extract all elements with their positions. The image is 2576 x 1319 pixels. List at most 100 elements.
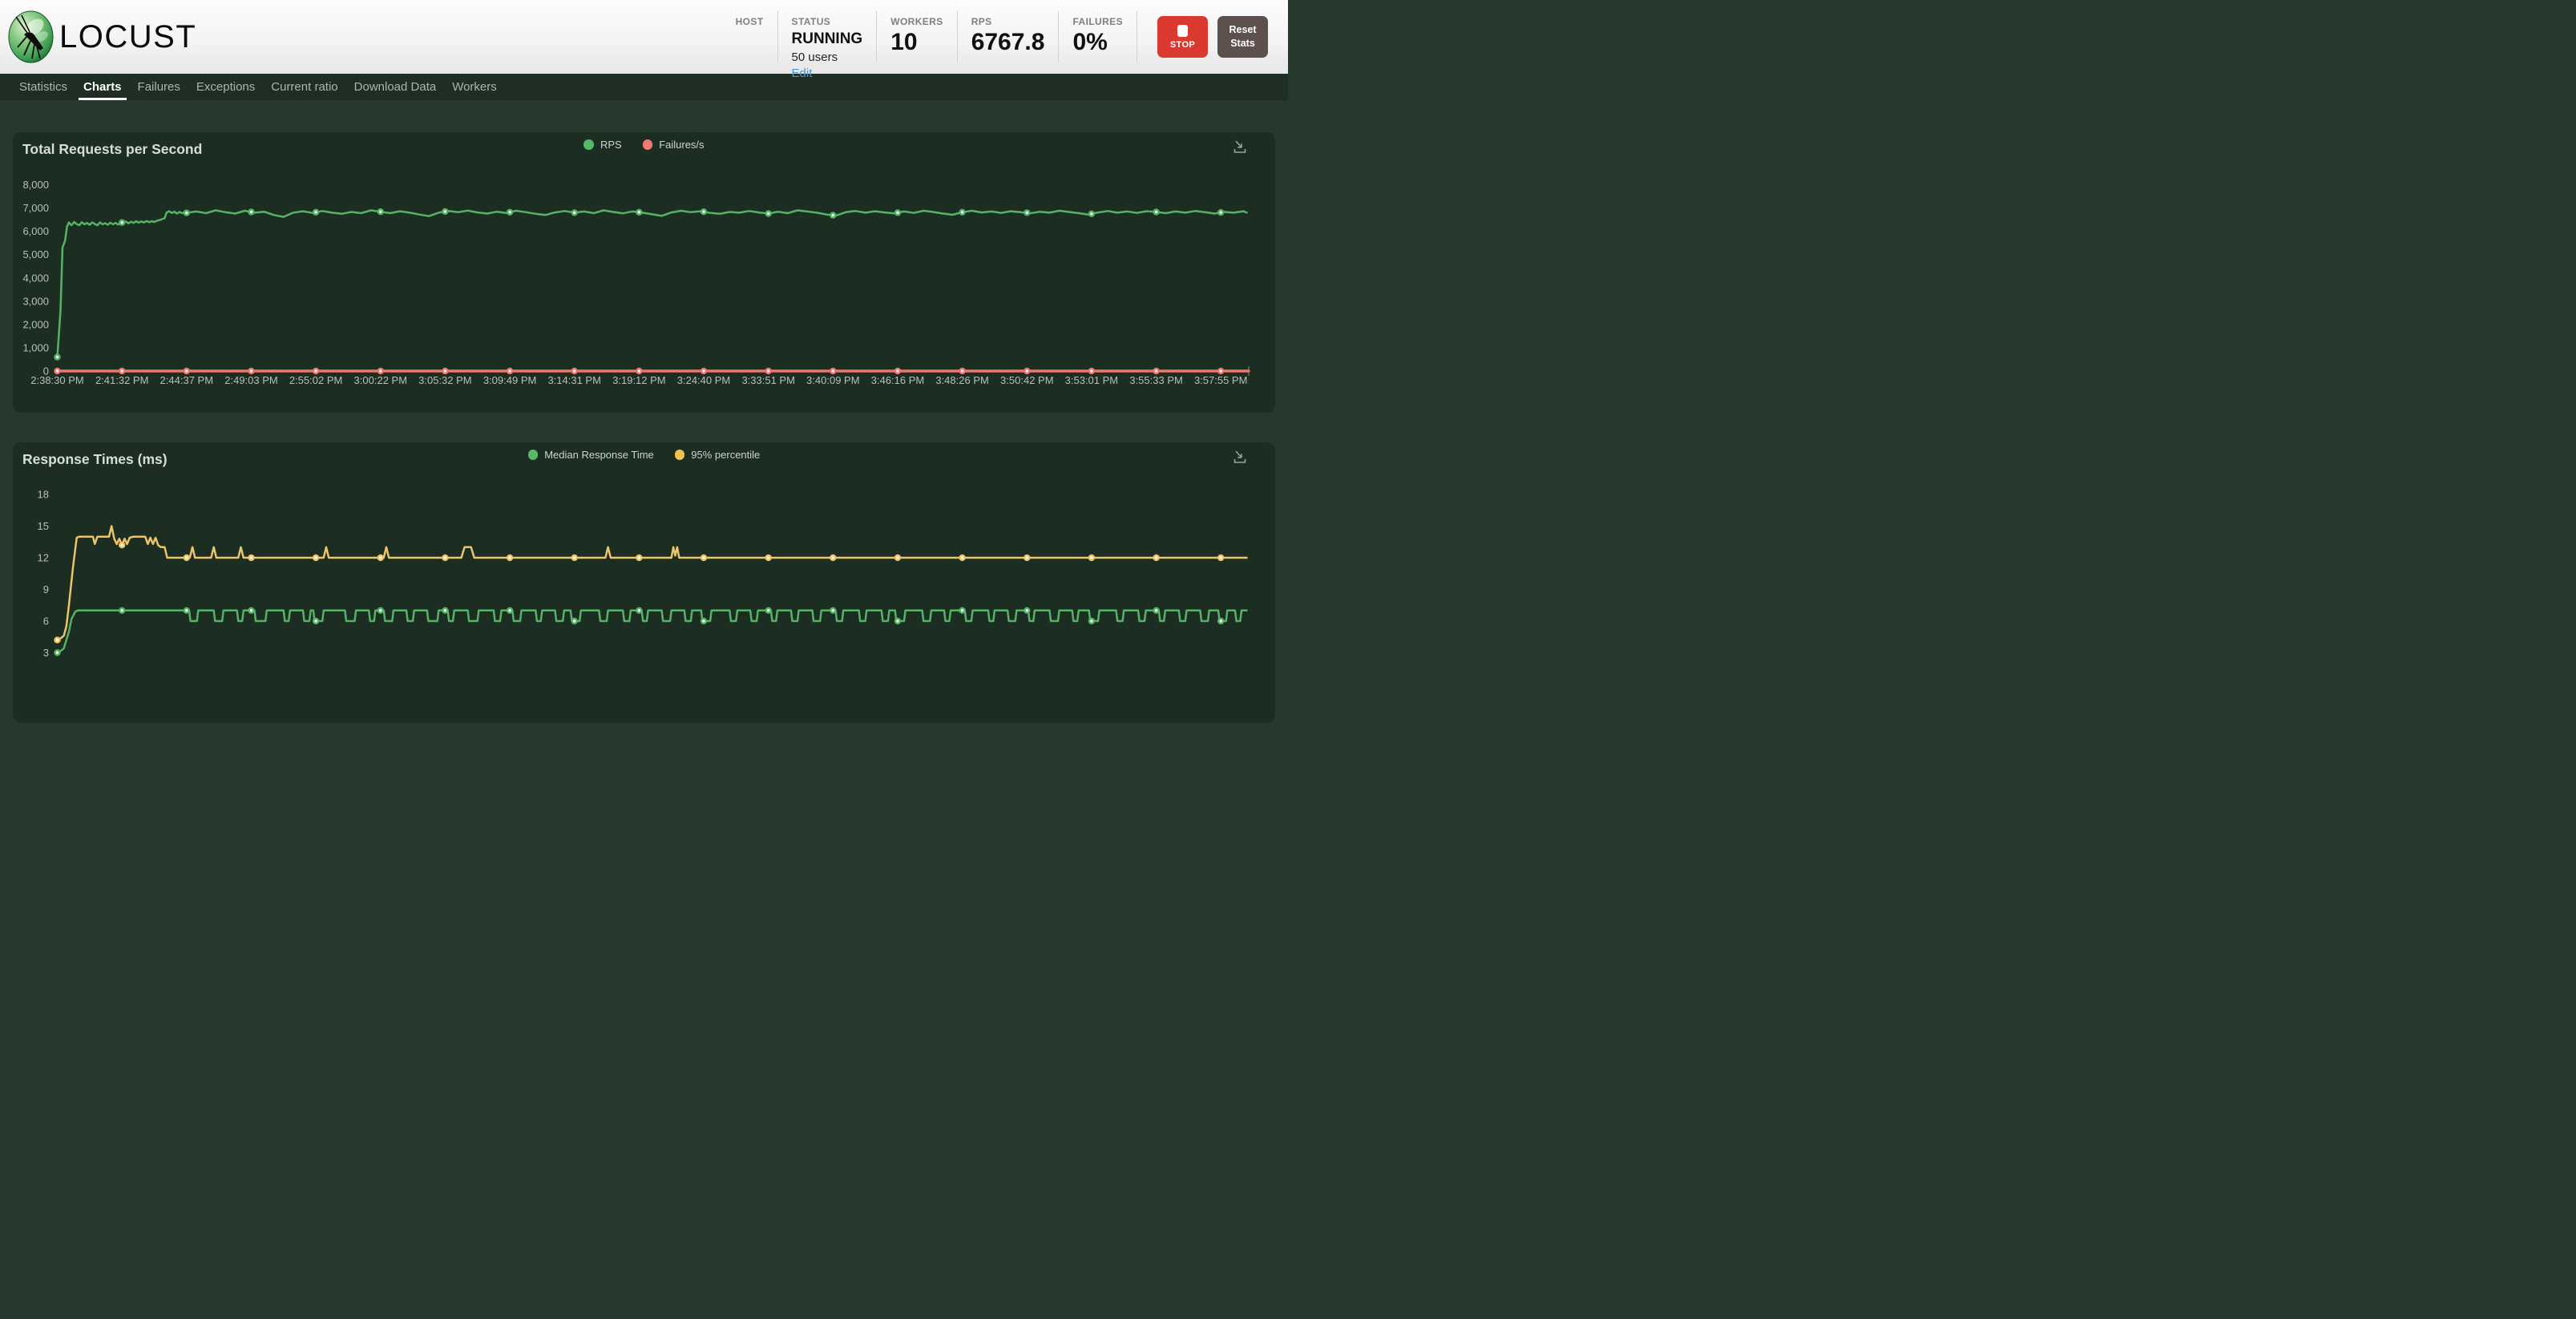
main-nav: StatisticsChartsFailuresExceptionsCurren… — [0, 74, 1288, 100]
tab-exceptions[interactable]: Exceptions — [188, 74, 263, 100]
data-point-center — [1026, 212, 1028, 214]
data-point-center — [1220, 619, 1222, 622]
data-point-center — [961, 556, 963, 559]
data-point-center — [1220, 211, 1222, 213]
x-axis-label: 2:44:37 PM — [160, 374, 214, 386]
data-point-center — [508, 211, 511, 213]
data-point-center — [250, 609, 252, 611]
status-value: RUNNING — [792, 30, 863, 48]
tab-download-data[interactable]: Download Data — [346, 74, 445, 100]
x-axis-label: 2:55:02 PM — [289, 374, 343, 386]
data-point-center — [702, 619, 705, 622]
data-point-center — [314, 619, 317, 622]
data-point-center — [444, 369, 446, 372]
data-point-center — [56, 356, 59, 358]
data-point-center — [832, 214, 834, 216]
x-axis-label: 3:48:26 PM — [935, 374, 989, 386]
data-point-center — [185, 212, 188, 214]
data-point-center — [1026, 369, 1028, 372]
x-axis-label: 3:09:49 PM — [483, 374, 537, 386]
data-point-center — [961, 211, 963, 213]
x-axis-label: 3:05:32 PM — [418, 374, 472, 386]
stat-label: WORKERS — [890, 16, 943, 27]
data-point-center — [444, 556, 446, 559]
data-point-center — [250, 369, 252, 372]
data-point-center — [444, 210, 446, 212]
data-point-center — [896, 556, 898, 559]
data-point-center — [961, 609, 963, 611]
data-point-center — [702, 211, 705, 213]
x-axis-label: 3:46:16 PM — [871, 374, 925, 386]
status-user-count: 50 users — [792, 50, 838, 64]
tab-current-ratio[interactable]: Current ratio — [263, 74, 345, 100]
data-point-center — [573, 556, 575, 559]
data-point-center — [508, 609, 511, 611]
y-axis-label: 7,000 — [22, 202, 49, 214]
edit-users-link[interactable]: Edit — [792, 67, 813, 80]
y-axis-label: 6 — [43, 615, 49, 627]
stat-value: 10 — [890, 29, 917, 55]
data-point-center — [1090, 369, 1092, 372]
data-point-center — [702, 369, 705, 372]
x-axis-label: 3:14:31 PM — [547, 374, 601, 386]
tab-statistics[interactable]: Statistics — [11, 74, 75, 100]
x-axis-label: 3:33:51 PM — [741, 374, 795, 386]
data-point-center — [508, 369, 511, 372]
tab-workers[interactable]: Workers — [444, 74, 505, 100]
x-axis-label: 2:41:32 PM — [95, 374, 149, 386]
stop-square-icon — [1177, 25, 1188, 37]
data-point-center — [1220, 556, 1222, 559]
x-axis-label: 3:50:42 PM — [1000, 374, 1054, 386]
data-point-center — [638, 609, 640, 611]
x-axis-label: 3:40:09 PM — [806, 374, 860, 386]
locust-logo[interactable]: LOCUST — [8, 10, 196, 63]
tab-failures[interactable]: Failures — [130, 74, 188, 100]
y-axis-label: 15 — [38, 520, 49, 532]
data-point-center — [767, 369, 769, 372]
data-point-center — [379, 369, 382, 372]
data-point-center — [638, 556, 640, 559]
stat-label: RPS — [971, 16, 992, 27]
data-point-center — [185, 369, 188, 372]
stat-status: STATUSRUNNING50 usersEdit — [777, 11, 877, 63]
data-point-center — [56, 369, 59, 372]
stop-button[interactable]: STOP — [1157, 16, 1208, 58]
data-point-center — [1155, 211, 1157, 213]
total-rps-plot[interactable]: 01,0002,0003,0004,0005,0006,0007,0008,00… — [13, 132, 1275, 413]
data-point-center — [1090, 556, 1092, 559]
x-axis-label: 3:57:55 PM — [1194, 374, 1248, 386]
x-axis-label: 3:00:22 PM — [354, 374, 408, 386]
locust-logo-icon — [8, 10, 54, 63]
chart-panel-response-times: Median Response Time95% percentileRespon… — [13, 442, 1275, 723]
x-axis-label: 3:53:01 PM — [1065, 374, 1119, 386]
data-point-center — [314, 556, 317, 559]
data-point-center — [121, 221, 123, 224]
x-axis-label: 3:19:12 PM — [612, 374, 666, 386]
data-point-center — [56, 639, 59, 641]
header-stats: HOSTSTATUSRUNNING50 usersEditWORKERS10RP… — [722, 11, 1137, 63]
data-point-center — [121, 609, 123, 611]
y-axis-label: 5,000 — [22, 248, 49, 260]
data-point-center — [379, 609, 382, 611]
y-axis-label: 3,000 — [22, 295, 49, 307]
data-point-center — [444, 609, 446, 611]
data-point-center — [1155, 609, 1157, 611]
data-point-center — [832, 556, 834, 559]
reset-stats-button[interactable]: Reset Stats — [1217, 16, 1268, 58]
data-point-center — [638, 369, 640, 372]
stat-workers: WORKERS 10 — [876, 11, 956, 63]
stat-label: FAILURES — [1072, 16, 1123, 27]
stat-label: HOST — [736, 16, 764, 27]
data-point-center — [379, 556, 382, 559]
data-point-center — [638, 211, 640, 213]
y-axis-label: 18 — [38, 489, 49, 501]
data-point-center — [573, 212, 575, 214]
data-point-center — [508, 556, 511, 559]
stat-value: 0% — [1072, 29, 1107, 55]
y-axis-label: 9 — [43, 583, 49, 595]
response-times-plot[interactable]: 369121518 — [13, 442, 1275, 723]
y-axis-label: 4,000 — [22, 272, 49, 284]
header-buttons: STOP Reset Stats — [1157, 16, 1268, 58]
data-point-center — [185, 556, 188, 559]
tab-charts[interactable]: Charts — [75, 74, 130, 100]
